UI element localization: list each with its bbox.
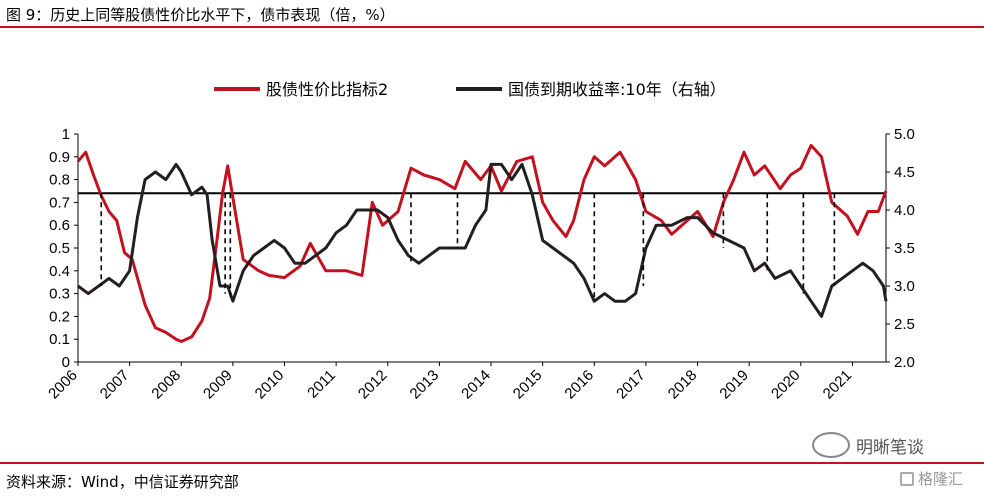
y-left-tick-label: 0.9 (49, 149, 70, 166)
site-logo-icon (900, 471, 914, 486)
y-left-tick-label: 1 (62, 126, 70, 143)
x-tick-label: 2011 (304, 367, 339, 402)
x-tick-label: 2018 (665, 367, 701, 403)
x-tick-label: 2012 (355, 367, 391, 403)
site-watermark-text: 格隆汇 (918, 470, 964, 488)
x-tick-label: 2017 (613, 367, 649, 403)
x-tick-label: 2009 (200, 367, 236, 403)
x-tick-label: 2014 (458, 367, 494, 403)
x-tick-label: 2007 (97, 367, 133, 403)
y-right-tick-label: 4.5 (894, 164, 915, 181)
x-tick-label: 2013 (407, 367, 443, 403)
y-right-tick-label: 2.0 (894, 354, 915, 371)
y-left-tick-label: 0.6 (49, 217, 70, 234)
wechat-watermark-text: 明晰笔谈 (856, 437, 924, 458)
wechat-icon (812, 432, 850, 458)
y-right-tick-label: 4.0 (894, 202, 915, 219)
y-left-tick-label: 0.3 (49, 286, 70, 303)
x-tick-label: 2020 (768, 367, 804, 403)
y-left-tick-label: 0.7 (49, 194, 70, 211)
wechat-watermark: 明晰笔谈 (812, 432, 924, 458)
legend: 股债性价比指标2 国债到期收益率:10年（右轴） (214, 80, 726, 99)
site-watermark: 格隆汇 (900, 468, 963, 489)
legend-label: 股债性价比指标2 (266, 80, 388, 99)
page-title: 图 9：历史上同等股债性价比水平下，债市表现（倍，%） (6, 6, 395, 24)
series-line-bond-yield (77, 162, 888, 318)
footer-divider (0, 462, 984, 464)
x-tick-label: 2021 (820, 367, 856, 403)
y-left-tick-label: 0.4 (49, 263, 70, 280)
x-tick-label: 2016 (562, 367, 598, 403)
x-tick-label: 2015 (510, 367, 546, 403)
y-right-tick-label: 2.5 (894, 316, 915, 333)
plot-area (76, 143, 888, 343)
y-right-tick-label: 3.5 (894, 240, 915, 257)
series-line-equity-bond-ratio (76, 143, 888, 343)
y-right-tick-label: 3.0 (894, 278, 915, 295)
y-left-tick-label: 0 (62, 354, 70, 371)
x-tick-label: 2008 (148, 367, 184, 403)
source-note: 资料来源：Wind，中信证券研究部 (6, 473, 239, 491)
legend-label: 国债到期收益率:10年（右轴） (508, 80, 726, 99)
x-tick-label: 2006 (45, 367, 81, 403)
x-tick-label: 2010 (252, 367, 288, 403)
y-left-tick-label: 0.5 (49, 240, 70, 257)
x-tick-label: 2019 (716, 367, 752, 403)
header-divider (0, 26, 984, 28)
y-left-tick-label: 0.2 (49, 308, 70, 325)
y-left-tick-label: 0.1 (49, 331, 70, 348)
y-right-tick-label: 5.0 (894, 126, 915, 143)
y-left-tick-label: 0.8 (49, 172, 70, 189)
